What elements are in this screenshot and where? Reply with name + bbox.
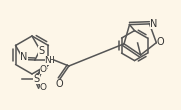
Text: S: S: [38, 46, 44, 56]
Text: N: N: [20, 52, 28, 62]
Text: O: O: [55, 79, 63, 89]
Text: S: S: [33, 73, 39, 83]
Text: O: O: [40, 83, 47, 92]
Text: H: H: [48, 56, 54, 64]
Text: N: N: [150, 19, 157, 29]
Text: N: N: [45, 56, 51, 64]
Text: O: O: [157, 37, 164, 47]
Text: O: O: [40, 65, 47, 74]
